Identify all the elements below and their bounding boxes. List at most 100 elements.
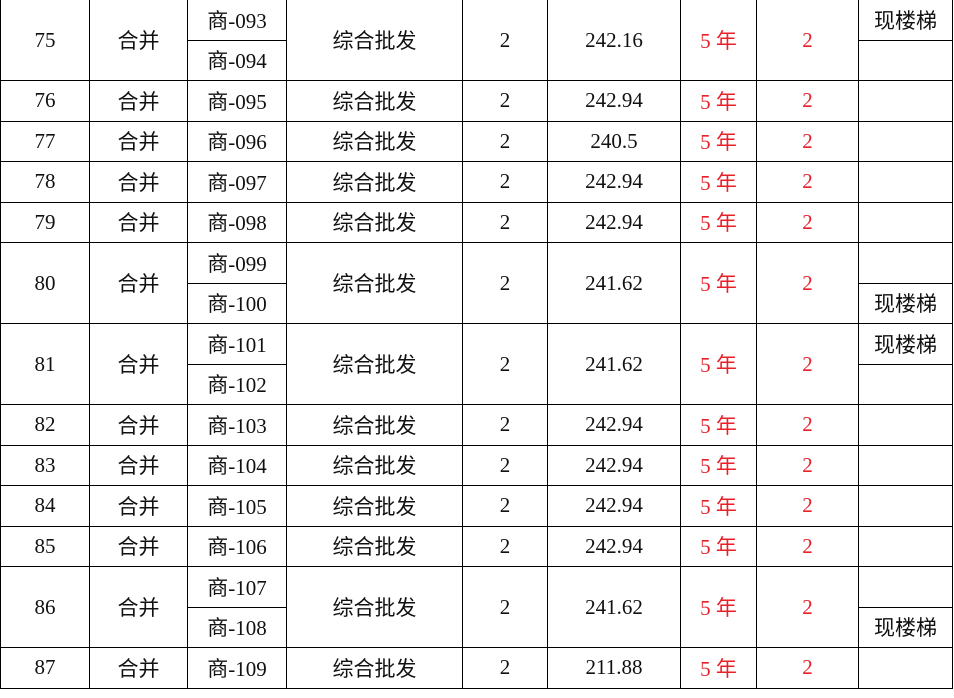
- merge-type: 合并: [89, 120, 188, 162]
- area: 242.94: [547, 161, 681, 203]
- note: 现楼梯: [858, 606, 953, 648]
- row-number: 81: [0, 323, 90, 405]
- unit-code: 商-103: [187, 404, 287, 446]
- note: [858, 363, 953, 405]
- unit-code: 商-108: [187, 606, 287, 648]
- floors: 2: [462, 0, 548, 81]
- area: 242.94: [547, 201, 681, 243]
- note: [858, 566, 953, 608]
- row-number: 82: [0, 404, 90, 446]
- business-category: 综合批发: [286, 201, 463, 243]
- unit-code: 商-093: [187, 0, 287, 41]
- business-category: 综合批发: [286, 242, 463, 324]
- note: [858, 485, 953, 527]
- row-number: 85: [0, 525, 90, 567]
- count: 2: [756, 323, 859, 405]
- unit-code: 商-105: [187, 485, 287, 527]
- unit-code: 商-107: [187, 566, 287, 608]
- floors: 2: [462, 485, 548, 527]
- unit-code: 商-096: [187, 120, 287, 162]
- unit-code: 商-101: [187, 323, 287, 365]
- floors: 2: [462, 242, 548, 324]
- business-category: 综合批发: [286, 0, 463, 81]
- row-number: 79: [0, 201, 90, 243]
- row-number: 86: [0, 566, 90, 648]
- floors: 2: [462, 323, 548, 405]
- unit-code: 商-100: [187, 282, 287, 324]
- lease-term: 5 年: [680, 647, 757, 689]
- merge-type: 合并: [89, 404, 188, 446]
- note: [858, 404, 953, 446]
- count: 2: [756, 485, 859, 527]
- count: 2: [756, 566, 859, 648]
- note: [858, 647, 953, 689]
- lease-term: 5 年: [680, 201, 757, 243]
- lease-term: 5 年: [680, 404, 757, 446]
- floors: 2: [462, 444, 548, 486]
- count: 2: [756, 404, 859, 446]
- floors: 2: [462, 525, 548, 567]
- unit-code: 商-106: [187, 525, 287, 567]
- unit-code: 商-099: [187, 242, 287, 284]
- floors: 2: [462, 161, 548, 203]
- note: [858, 120, 953, 162]
- unit-code: 商-104: [187, 444, 287, 486]
- lease-term: 5 年: [680, 80, 757, 122]
- business-category: 综合批发: [286, 444, 463, 486]
- row-number: 80: [0, 242, 90, 324]
- note: [858, 80, 953, 122]
- merge-type: 合并: [89, 525, 188, 567]
- area: 240.5: [547, 120, 681, 162]
- count: 2: [756, 161, 859, 203]
- merge-type: 合并: [89, 242, 188, 324]
- floors: 2: [462, 80, 548, 122]
- floors: 2: [462, 647, 548, 689]
- merge-type: 合并: [89, 444, 188, 486]
- floors: 2: [462, 120, 548, 162]
- merge-type: 合并: [89, 80, 188, 122]
- table-row: 商-094: [1, 39, 953, 81]
- count: 2: [756, 525, 859, 567]
- lease-term: 5 年: [680, 525, 757, 567]
- business-category: 综合批发: [286, 485, 463, 527]
- area: 242.94: [547, 444, 681, 486]
- floors: 2: [462, 566, 548, 648]
- unit-code: 商-095: [187, 80, 287, 122]
- merge-type: 合并: [89, 566, 188, 648]
- unit-code: 商-094: [187, 39, 287, 81]
- business-category: 综合批发: [286, 647, 463, 689]
- row-number: 76: [0, 80, 90, 122]
- note: 现楼梯: [858, 323, 953, 365]
- business-category: 综合批发: [286, 525, 463, 567]
- row-number: 84: [0, 485, 90, 527]
- row-number: 77: [0, 120, 90, 162]
- lease-term: 5 年: [680, 485, 757, 527]
- row-number: 83: [0, 444, 90, 486]
- count: 2: [756, 0, 859, 81]
- business-category: 综合批发: [286, 323, 463, 405]
- row-number: 75: [0, 0, 90, 81]
- business-category: 综合批发: [286, 404, 463, 446]
- count: 2: [756, 444, 859, 486]
- count: 2: [756, 242, 859, 324]
- count: 2: [756, 80, 859, 122]
- area: 242.94: [547, 80, 681, 122]
- table-row: 75 合并 商-093 综合批发 2 242.16 5 年 2 现楼梯: [0, 0, 953, 81]
- unit-code: 商-102: [187, 363, 287, 405]
- note: [858, 444, 953, 486]
- note: 现楼梯: [858, 282, 953, 324]
- floors: 2: [462, 201, 548, 243]
- area: 242.94: [547, 404, 681, 446]
- lease-term: 5 年: [680, 120, 757, 162]
- area: 241.62: [547, 566, 681, 648]
- note: [858, 161, 953, 203]
